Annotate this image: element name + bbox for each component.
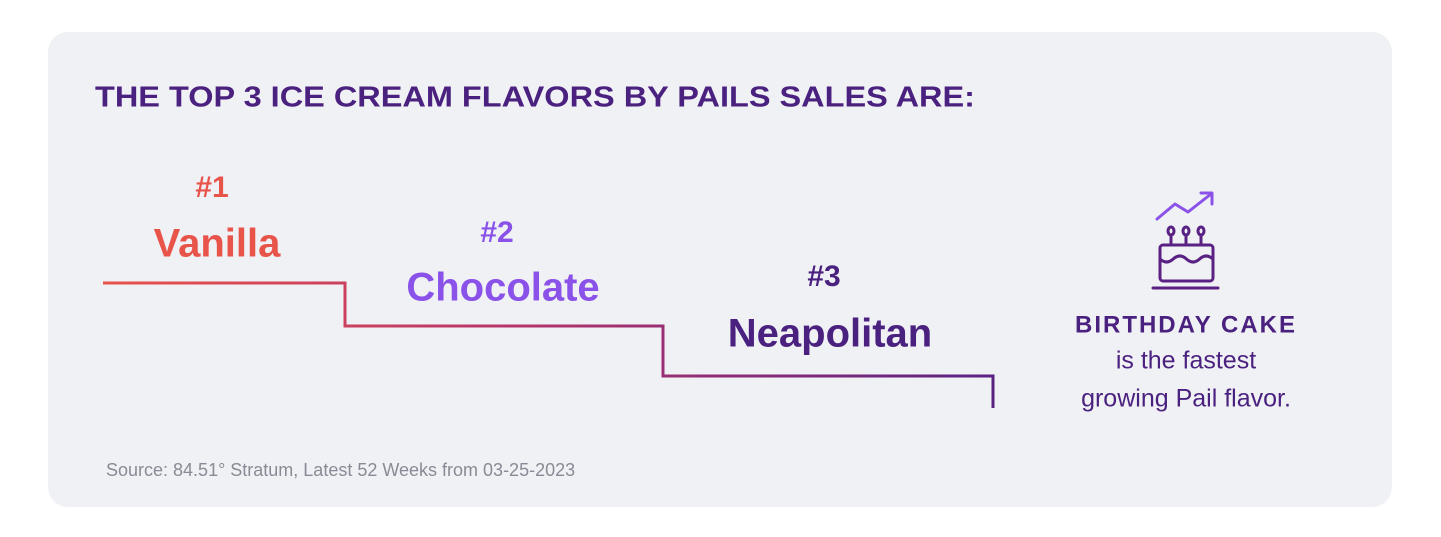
callout-line: growing Pail flavor.	[1081, 385, 1291, 413]
title: THE TOP 3 ICE CREAM FLAVORS BY PAILS SAL…	[95, 82, 975, 114]
callout-highlight: BIRTHDAY CAKE	[1075, 311, 1297, 338]
flavor: Vanilla	[154, 222, 281, 266]
cake-icon	[1151, 191, 1220, 290]
card	[48, 32, 1392, 507]
flavor: Chocolate	[406, 266, 599, 310]
rank: #3	[807, 260, 840, 293]
rank: #1	[195, 171, 228, 204]
step-line	[103, 281, 995, 408]
flavor: Neapolitan	[728, 312, 932, 356]
source: Source: 84.51° Stratum, Latest 52 Weeks …	[106, 460, 575, 480]
callout-line: is the fastest	[1116, 347, 1256, 375]
rank: #2	[480, 216, 513, 249]
